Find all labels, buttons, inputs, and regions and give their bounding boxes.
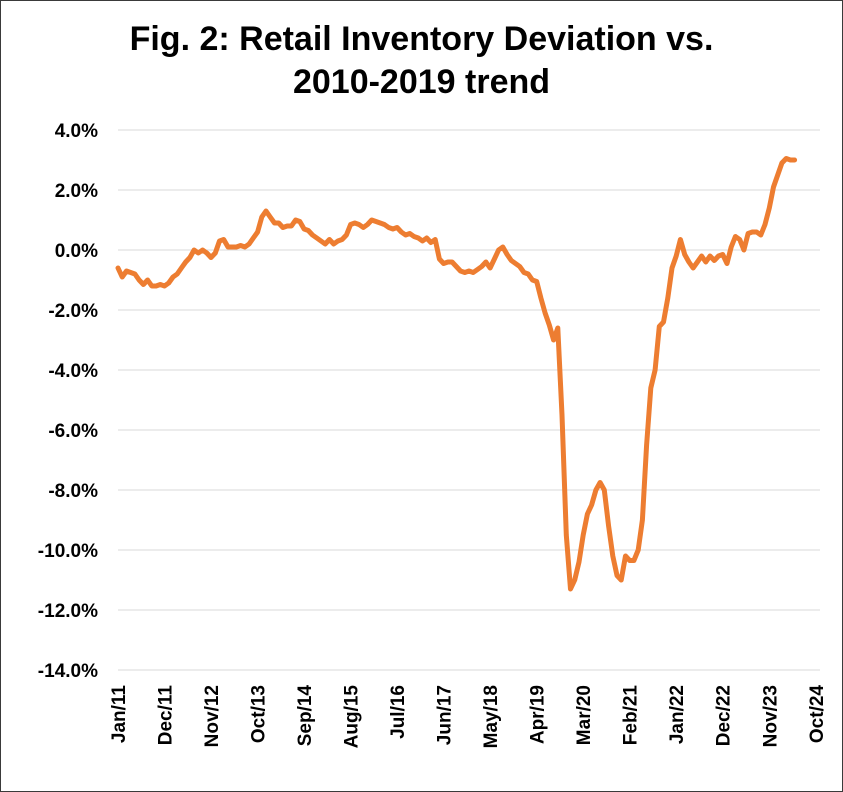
x-tick-label: Feb/21 xyxy=(621,685,642,746)
y-tick-label: -2.0% xyxy=(48,301,98,322)
y-tick-label: 4.0% xyxy=(55,121,98,142)
x-tick-label: Oct/24 xyxy=(807,685,828,744)
chart-title-line-1: Fig. 2: Retail Inventory Deviation vs. xyxy=(129,20,714,58)
x-tick-label: Nov/23 xyxy=(760,685,781,747)
x-axis-labels: Jan/11 Dec/11 Nov/12 Oct/13 Sep/14 Aug/15 Jul/… xyxy=(109,685,828,749)
series-line xyxy=(115,156,798,592)
x-tick-label: Jul/16 xyxy=(388,685,409,739)
series-layer xyxy=(115,156,798,592)
x-tick-label: Jan/22 xyxy=(667,685,688,744)
x-tick-label: May/18 xyxy=(481,685,502,748)
chart-title-line-2: 2010-2019 trend xyxy=(292,63,551,101)
y-tick-label: -14.0% xyxy=(38,661,98,682)
x-tick-label: Jun/17 xyxy=(435,685,456,745)
y-tick-label: -4.0% xyxy=(48,361,98,382)
x-tick-label: Mar/20 xyxy=(574,685,595,745)
x-tick-label: Dec/22 xyxy=(714,685,735,746)
x-tick-label: Nov/12 xyxy=(202,685,223,747)
y-axis-labels: 4.0% 2.0% 0.0% -2.0% -4.0% -6.0% -8.0% -10.0% -1… xyxy=(38,121,98,682)
y-tick-label: -10.0% xyxy=(38,541,98,562)
y-tick-label: -6.0% xyxy=(48,421,98,442)
y-tick-label: 2.0% xyxy=(55,181,98,202)
gridlines xyxy=(118,129,820,671)
y-tick-label: -8.0% xyxy=(48,481,98,502)
x-tick-label: Jan/11 xyxy=(109,685,130,744)
chart-title: Fig. 2: Retail Inventory Deviation vs. 2… xyxy=(0,18,843,104)
y-tick-label: -12.0% xyxy=(38,601,98,622)
x-tick-label: Dec/11 xyxy=(156,685,177,746)
x-tick-label: Aug/15 xyxy=(342,685,363,749)
x-tick-label: Sep/14 xyxy=(295,685,316,747)
x-tick-label: Oct/13 xyxy=(249,685,270,743)
y-tick-label: 0.0% xyxy=(55,241,98,262)
x-tick-label: Apr/19 xyxy=(528,685,549,744)
